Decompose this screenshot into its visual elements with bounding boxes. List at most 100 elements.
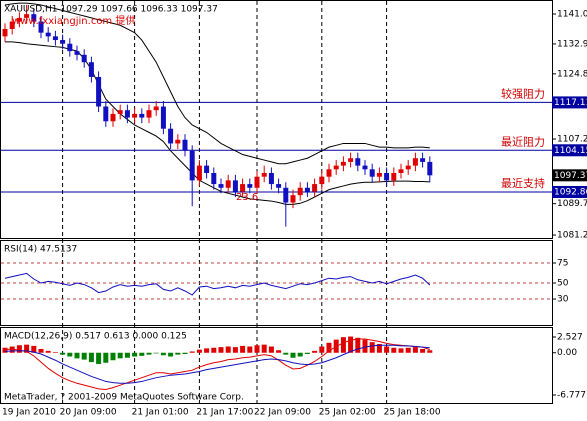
level-value: 1117.11	[554, 98, 587, 108]
candle-body	[117, 110, 123, 114]
candle-body	[376, 172, 382, 177]
candle-body	[38, 21, 44, 33]
macd-bar	[247, 346, 253, 353]
x-tick-label: 19 Jan 2010	[2, 408, 56, 418]
candle-body	[168, 128, 174, 144]
macd-bar	[384, 346, 390, 353]
macd-bar	[117, 352, 123, 359]
y-tick-label: 1141.05	[557, 10, 587, 20]
candle-body	[110, 113, 116, 122]
candle-body	[326, 169, 332, 177]
candle-body	[362, 165, 368, 170]
macd-bar	[276, 350, 282, 353]
macd-bar	[182, 352, 188, 354]
macd-bar	[319, 346, 325, 353]
candle-body	[240, 184, 246, 192]
macd-bar	[297, 352, 303, 357]
candle-body	[88, 62, 94, 77]
macd-title: MACD(12,26,9) 0.517 0.613 0.000 0.125	[4, 332, 187, 342]
y-tick-label: 0.00	[557, 348, 577, 358]
candle-body	[283, 187, 289, 203]
level-value: 1092.86	[554, 187, 587, 197]
y-tick-label: -6.777	[557, 390, 586, 400]
level-box	[552, 144, 587, 157]
main-panel	[0, 0, 553, 239]
candle-body	[175, 139, 181, 144]
macd-bar	[391, 347, 397, 353]
candle-body	[2, 28, 8, 37]
macd-bar	[2, 347, 8, 353]
macd-bar	[146, 352, 152, 355]
level-value: 1104.15	[554, 146, 587, 156]
macd-bar	[340, 337, 346, 353]
candle-body	[232, 180, 238, 192]
macd-bar	[52, 352, 58, 353]
candle-body	[60, 40, 66, 44]
candle-body	[297, 187, 303, 196]
x-tick-label: 25 Jan 02:00	[319, 408, 376, 418]
level-label: 最近阻力	[501, 135, 545, 148]
candle-body	[333, 165, 339, 170]
footer: MetaTrader, ? 2001-2009 MetaQuotes Softw…	[4, 393, 244, 403]
level-label: 最近支持	[501, 176, 545, 190]
x-tick-label: 25 Jan 18:00	[384, 408, 441, 418]
macd-bar	[81, 352, 87, 360]
candle-body	[340, 161, 346, 166]
candle-body	[204, 165, 210, 173]
macd-bar	[110, 352, 116, 361]
macd-bar	[290, 352, 296, 358]
y-tick-label: 1132.95	[557, 39, 587, 49]
y-tick-label: 1107.20	[557, 135, 587, 145]
candle-body	[16, 17, 22, 22]
macd-bar	[88, 352, 94, 363]
candle-body	[254, 176, 260, 188]
candle-body	[189, 150, 195, 181]
candle-body	[391, 172, 397, 181]
candle-body	[74, 51, 80, 55]
macd-bar	[9, 346, 15, 353]
candle-body	[247, 184, 253, 188]
macd-bar	[160, 352, 166, 356]
macd-bar	[261, 344, 267, 353]
macd-bar	[369, 342, 375, 353]
chart-title: XAUUSD,H1 1097.29 1097.66 1096.33 1097.3…	[4, 5, 218, 15]
annotation: 23.6	[236, 192, 258, 203]
macd-bar	[376, 344, 382, 353]
candle-body	[427, 161, 433, 176]
macd-bar	[405, 347, 411, 353]
macd-bar	[348, 336, 354, 353]
candle-body	[81, 54, 87, 63]
candle-body	[319, 176, 325, 185]
candle-body	[225, 180, 231, 188]
candle-body	[348, 158, 354, 162]
candle-body	[9, 21, 15, 29]
candle-body	[261, 172, 267, 177]
macd-bar	[24, 344, 30, 353]
candle-body	[124, 110, 130, 118]
candle-body	[290, 195, 296, 203]
watermark: www.fxxiangjin.com 提供	[12, 14, 135, 27]
candle-body	[196, 165, 202, 181]
x-tick-label: 21 Jan 01:00	[132, 408, 189, 418]
macd-bar	[211, 347, 217, 353]
macd-bar	[96, 352, 102, 364]
bollinger-band	[5, 41, 430, 205]
macd-bar	[283, 352, 289, 355]
macd-bar	[67, 352, 73, 357]
candle-body	[369, 169, 375, 177]
y-tick-label: 2.527	[557, 332, 583, 342]
macd-bar	[412, 347, 418, 353]
macd-bar	[60, 352, 66, 355]
macd-bar	[240, 345, 246, 353]
macd-bar	[196, 349, 202, 353]
candle-body	[304, 187, 310, 192]
candle-body	[24, 14, 30, 18]
candle-body	[139, 113, 145, 118]
macd-bar	[38, 349, 44, 353]
macd-bar	[132, 352, 138, 357]
candle-body	[160, 106, 166, 129]
macd-line	[4, 338, 430, 391]
x-tick-label: 21 Jan 17:00	[196, 408, 253, 418]
